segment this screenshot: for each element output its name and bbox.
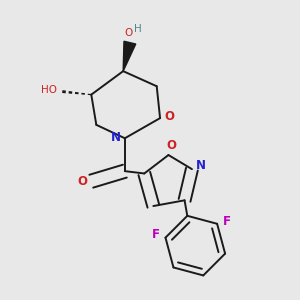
Text: F: F (152, 228, 160, 242)
Text: O: O (124, 28, 132, 38)
Text: O: O (164, 110, 175, 123)
Text: N: N (110, 131, 120, 144)
Text: O: O (166, 139, 176, 152)
Text: O: O (77, 175, 87, 188)
Text: HO: HO (41, 85, 57, 95)
Text: F: F (223, 214, 230, 228)
Polygon shape (123, 41, 136, 71)
Text: N: N (196, 159, 206, 172)
Text: H: H (134, 23, 142, 34)
